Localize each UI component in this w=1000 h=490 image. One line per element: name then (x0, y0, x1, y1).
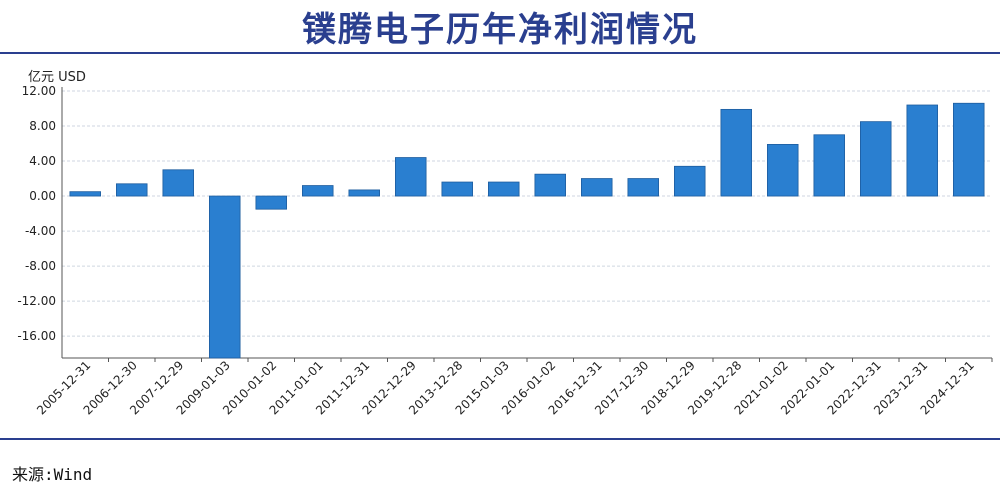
bar (813, 134, 845, 197)
bar (255, 195, 287, 210)
bar (581, 178, 613, 197)
bar (395, 157, 427, 197)
bar (674, 165, 706, 197)
source-note: 来源:Wind (12, 465, 93, 484)
y-tick-label: 4.00 (29, 154, 56, 168)
bar (488, 181, 520, 197)
bar (69, 191, 101, 197)
bar (860, 121, 892, 197)
y-tick-label: -16.00 (17, 329, 56, 343)
y-axis-unit-label: 亿元 USD (28, 70, 86, 85)
bar (441, 181, 473, 197)
y-tick-label: 0.00 (29, 189, 56, 203)
chart-frame (0, 52, 1000, 440)
y-tick-label: -12.00 (17, 294, 56, 308)
y-tick-label: -8.00 (25, 259, 56, 273)
y-tick-label: 8.00 (29, 119, 56, 133)
bar (720, 108, 752, 197)
bar (953, 102, 985, 197)
y-tick-label: -4.00 (25, 224, 56, 238)
bar (627, 178, 659, 197)
chart-title: 镤腾电子历年净利润情况 (302, 10, 698, 50)
bar (767, 143, 799, 197)
bar (302, 185, 334, 197)
y-tick-label: 12.00 (22, 84, 56, 98)
bar (534, 173, 566, 197)
bar (348, 189, 380, 197)
bar (906, 104, 938, 197)
bar (162, 169, 194, 197)
bar (116, 183, 148, 197)
bar (209, 195, 241, 359)
